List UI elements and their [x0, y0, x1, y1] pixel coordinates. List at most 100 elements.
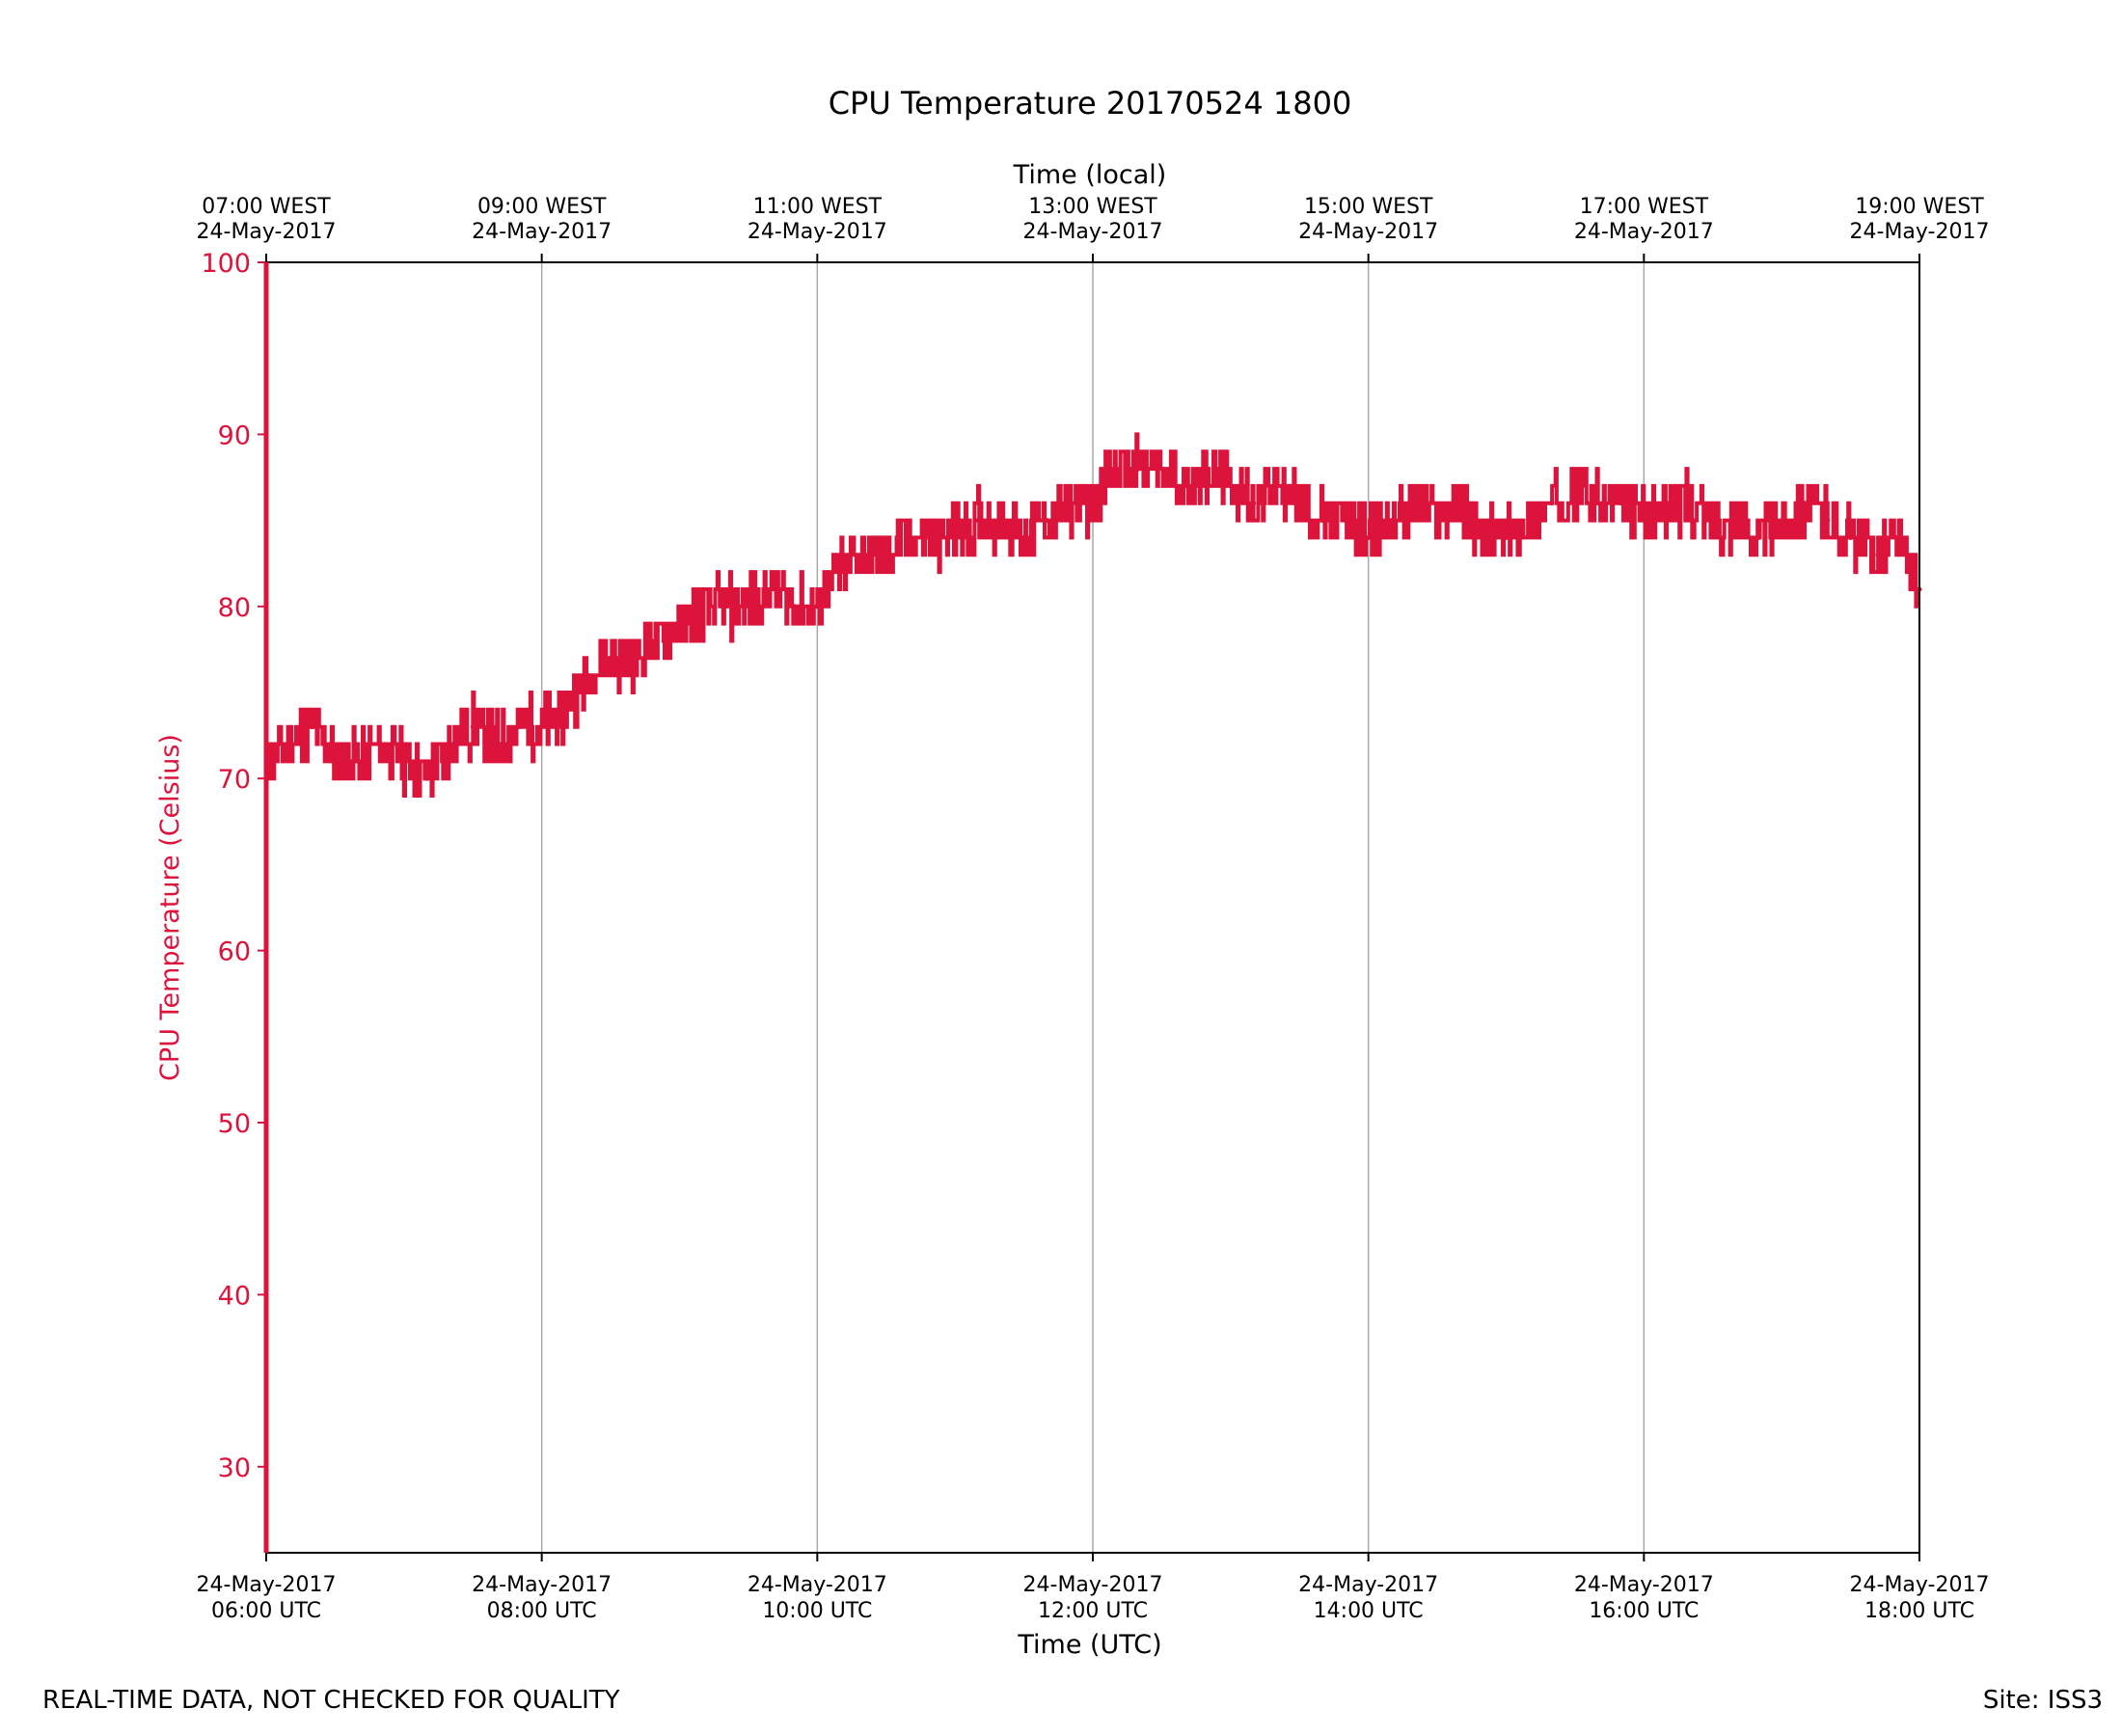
temperature-point [1388, 518, 1394, 524]
temperature-point [1067, 501, 1073, 506]
x-tick-time-label: 12:00 UTC [1038, 1599, 1148, 1623]
x-tick-date-label: 24-May-2017 [1574, 1573, 1714, 1597]
temperature-point [424, 775, 430, 781]
top-tick-date-label: 24-May-2017 [1023, 220, 1163, 244]
temperature-point [1664, 501, 1670, 506]
temperature-point [310, 724, 315, 730]
temperature-point [1481, 534, 1486, 540]
y-tick-label: 70 [218, 765, 251, 795]
temperature-point [470, 724, 476, 730]
temperature-point [1595, 501, 1601, 506]
top-tick-date-label: 24-May-2017 [472, 220, 612, 244]
temperature-point [1158, 466, 1164, 472]
top-tick-time-label: 17:00 WEST [1580, 195, 1709, 219]
x-tick-date-label: 24-May-2017 [472, 1573, 612, 1597]
temperature-point [975, 518, 981, 524]
temperature-point [1228, 483, 1234, 489]
y-tick-label: 100 [201, 249, 251, 279]
y-tick-label: 30 [218, 1453, 251, 1483]
temperature-point [1044, 518, 1049, 524]
y-tick-label: 80 [218, 593, 251, 623]
temperature-point [1113, 466, 1119, 472]
top-tick-date-label: 24-May-2017 [748, 220, 887, 244]
y-axis-label: CPU Temperature (Celsius) [155, 734, 185, 1081]
temperature-point [1687, 501, 1693, 506]
bottom-axis-label: Time (UTC) [1017, 1630, 1161, 1660]
temperature-point [1802, 501, 1808, 506]
temperature-point [1893, 534, 1899, 540]
temperature-point [907, 534, 912, 540]
temperature-point [1526, 518, 1532, 524]
temperature-point [1733, 518, 1739, 524]
x-tick-time-label: 18:00 UTC [1864, 1599, 1974, 1623]
temperature-point [1205, 466, 1211, 472]
chart-title: CPU Temperature 20170524 1800 [829, 85, 1352, 122]
top-tick-time-label: 07:00 WEST [202, 195, 331, 219]
quality-disclaimer: REAL-TIME DATA, NOT CHECKED FOR QUALITY [42, 1686, 620, 1715]
x-tick-time-label: 16:00 UTC [1589, 1599, 1699, 1623]
temperature-point [493, 742, 499, 747]
y-axis-ticks: 30 40 50 60 70 80 90 100 [201, 249, 266, 1483]
x-tick-time-label: 10:00 UTC [762, 1599, 872, 1623]
x-tick-date-label: 24-May-2017 [1298, 1573, 1438, 1597]
temperature-point [1090, 501, 1096, 506]
temperature-point [1641, 518, 1646, 524]
top-tick-date-label: 24-May-2017 [1850, 220, 1990, 244]
temperature-point [608, 655, 613, 661]
temperature-point [792, 604, 798, 610]
temperature-point [1619, 501, 1624, 506]
temperature-point [332, 758, 338, 764]
temperature-point [769, 586, 775, 592]
x-tick-date-label: 24-May-2017 [1850, 1573, 1990, 1597]
y-tick-label: 60 [218, 937, 251, 967]
temperature-point [654, 637, 660, 643]
temperature-point [1411, 501, 1417, 506]
temperature-point [1848, 534, 1854, 540]
x-tick-time-label: 06:00 UTC [211, 1599, 321, 1623]
temperature-point [1549, 501, 1555, 506]
temperature-point [699, 604, 705, 610]
temperature-point [401, 758, 407, 764]
temperature-point [746, 604, 751, 610]
temperature-point [814, 604, 820, 610]
temperature-point [952, 534, 958, 540]
x-tick-time-label: 14:00 UTC [1314, 1599, 1424, 1623]
temperature-point [1273, 483, 1279, 489]
temperature-point [378, 742, 384, 747]
temperature-point [585, 672, 590, 678]
temperature-point [1870, 552, 1876, 557]
y-tick-label: 90 [218, 420, 251, 450]
temperature-point [516, 724, 522, 730]
top-tick-date-label: 24-May-2017 [1574, 220, 1714, 244]
temperature-point [1136, 466, 1142, 472]
temperature-point [1504, 534, 1509, 540]
vertical-grid [540, 262, 1646, 1553]
x-tick-time-label: 08:00 UTC [487, 1599, 597, 1623]
top-axis-label: Time (local) [1013, 160, 1167, 190]
temperature-point [1296, 501, 1302, 506]
temperature-point [1343, 518, 1348, 524]
top-tick-time-label: 09:00 WEST [477, 195, 607, 219]
temperature-point [286, 742, 292, 747]
top-tick-date-label: 24-May-2017 [1298, 220, 1438, 244]
x-tick-date-label: 24-May-2017 [748, 1573, 887, 1597]
temperature-series-line [265, 432, 1920, 798]
top-tick-time-label: 13:00 WEST [1028, 195, 1157, 219]
temperature-point [1825, 518, 1831, 524]
temperature-point [884, 552, 889, 557]
temperature-point [561, 707, 567, 713]
temperature-point [355, 758, 361, 764]
temperature-point [447, 742, 452, 747]
temperature-point [539, 724, 545, 730]
temperature-point [929, 534, 935, 540]
temperature-point [1755, 534, 1761, 540]
temperature-point [1572, 483, 1578, 489]
series-layer [263, 432, 1922, 798]
top-tick-time-label: 15:00 WEST [1304, 195, 1433, 219]
temperature-point [1366, 534, 1372, 540]
top-tick-date-label: 24-May-2017 [197, 220, 337, 244]
temperature-point [860, 552, 866, 557]
temperature-point [998, 518, 1004, 524]
